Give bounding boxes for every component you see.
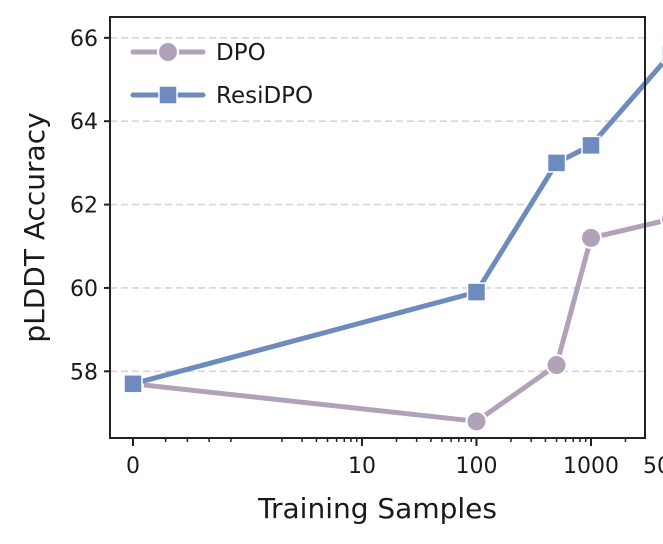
- data-point-residpo-500: [546, 153, 567, 173]
- data-point-residpo-0: [123, 374, 143, 394]
- x-axis-title: Training Samples: [257, 492, 497, 525]
- y-tick-label-62: 62: [70, 194, 98, 219]
- series-line-residpo: [130, 59, 663, 387]
- legend: DPO ResiDPO: [130, 40, 313, 109]
- y-tick-label-60: 60: [70, 277, 98, 302]
- y-tick-label-64: 64: [70, 110, 98, 135]
- series-dpo: [122, 211, 663, 433]
- y-tick-label-58: 58: [70, 360, 98, 385]
- series-residpo: [123, 43, 663, 394]
- legend-item-dpo: DPO: [130, 40, 266, 66]
- x-axis: 0 10 100 1000 5000: [126, 438, 663, 479]
- x-tick-label-10: 10: [348, 454, 376, 479]
- plot-frame: [109, 16, 646, 439]
- y-tick-label-66: 66: [70, 27, 98, 52]
- series-line-dpo: [130, 218, 663, 424]
- legend-item-residpo: ResiDPO: [130, 83, 313, 109]
- grid-lines: [110, 37, 645, 373]
- data-point-dpo-100: [465, 410, 488, 433]
- data-point-dpo-500: [545, 354, 568, 377]
- y-axis-title: pLDDT Accuracy: [18, 112, 51, 342]
- x-tick-label-5000: 5000: [643, 454, 663, 479]
- x-tick-label-1000: 1000: [563, 454, 619, 479]
- legend-marker-dpo: [157, 41, 179, 63]
- legend-marker-residpo: [158, 85, 178, 105]
- data-point-dpo-1000: [580, 226, 602, 249]
- data-point-residpo-100: [466, 282, 487, 302]
- x-tick-label-100: 100: [456, 454, 498, 479]
- y-axis: 58 60 62 64 66: [70, 27, 110, 385]
- legend-label-dpo: DPO: [216, 40, 266, 66]
- series-layer: [122, 43, 663, 433]
- data-point-residpo-1000: [581, 135, 601, 156]
- x-tick-label-0: 0: [126, 454, 140, 479]
- legend-label-residpo: ResiDPO: [216, 83, 313, 109]
